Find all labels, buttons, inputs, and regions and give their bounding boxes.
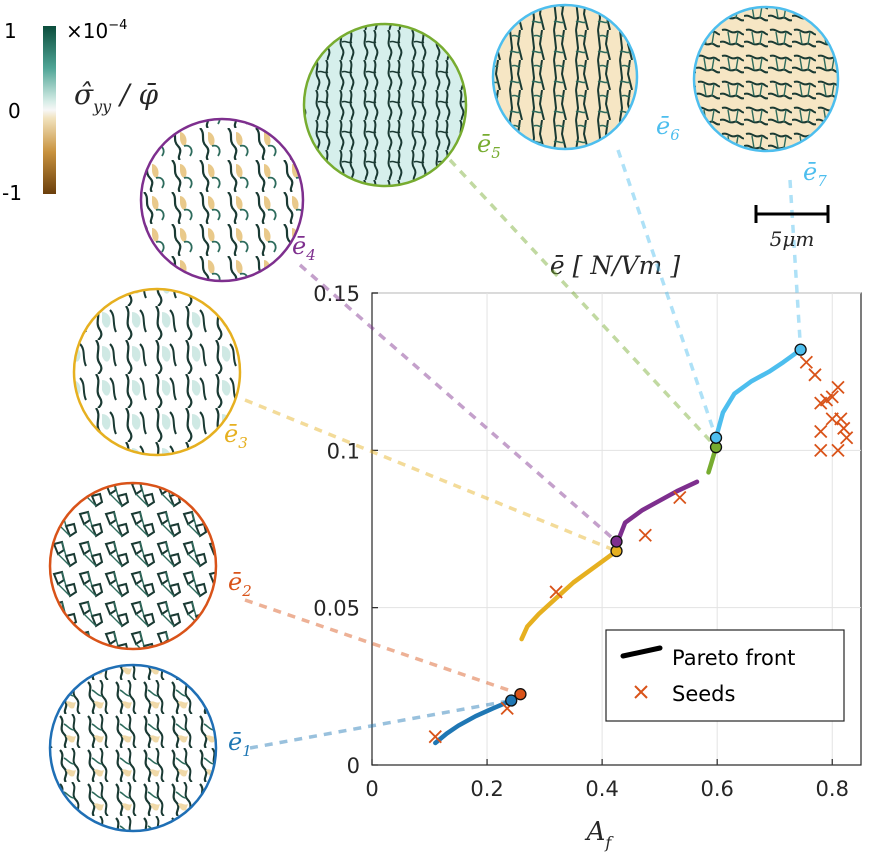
inset-circle [139, 117, 305, 283]
leader-line-2 [244, 598, 521, 696]
scale-bar: 5μm [754, 205, 830, 251]
leader-line-7 [788, 179, 803, 350]
inset-e3: ē3 [72, 287, 248, 457]
seed-marker [814, 424, 828, 439]
seed-marker [638, 528, 652, 542]
inset-circle [72, 287, 242, 457]
legend-line-swatch [620, 645, 663, 659]
seed-marker [799, 355, 813, 369]
pareto-segment-e3 [519, 548, 619, 642]
highlight-point-e1 [505, 694, 518, 707]
y-tick-label: 0.1 [327, 439, 360, 463]
seed-marker [831, 380, 845, 395]
leader-line-5 [448, 158, 718, 449]
seed-marker [814, 443, 828, 457]
highlight-point-e7 [794, 343, 807, 356]
leader-line-6 [616, 149, 718, 439]
inset-label: ē1 [228, 728, 252, 760]
gridlines [372, 292, 861, 765]
seed-marker [839, 431, 854, 445]
inset-e4: ē4 [139, 117, 316, 283]
x-tick-label: 0.4 [585, 777, 618, 801]
legend-label-seeds: Seeds [672, 682, 735, 706]
highlight-point-e6 [709, 431, 723, 444]
inset-e5: ē5 [302, 22, 501, 188]
inset-circle [692, 5, 840, 153]
y-axis-ticks: 0 0.05 0.1 0.15 [313, 282, 378, 778]
seed-marker [549, 585, 563, 599]
inset-circle [491, 3, 639, 151]
inset-circle [48, 663, 218, 833]
inset-e1: ē1 [48, 663, 252, 833]
colorbar-scale: ×10−4 [66, 18, 127, 43]
x-tick-label: 0.2 [470, 777, 503, 801]
colorbar-label: σ̂yy / φ̄ [74, 78, 158, 116]
leader-line-3 [244, 398, 618, 553]
seed-markers [428, 355, 854, 744]
seed-marker [825, 390, 839, 404]
colorbar-tick-bottom: -1 [2, 181, 22, 205]
highlight-point-e2 [514, 688, 527, 701]
pareto-segment-e4 [614, 479, 700, 547]
legend-seed-swatch [634, 685, 648, 699]
y-axis-label: ē [ N/Vm ] [550, 251, 680, 280]
x-tick-label: 0.8 [816, 777, 849, 801]
pareto-segment-e1 [433, 698, 513, 746]
x-tick-label: 0 [365, 777, 378, 801]
inset-leader-lines [244, 149, 803, 750]
x-axis-label: Af [585, 817, 615, 852]
inset-label: ē3 [224, 420, 248, 452]
inset-label: ē7 [803, 158, 827, 190]
colorbar: 1 0 -1 ×10−4 σ̂yy / φ̄ [2, 18, 158, 205]
leader-line-4 [298, 263, 618, 543]
inset-e7: ē7 [692, 5, 840, 190]
inset-e6: ē6 [491, 3, 680, 151]
inset-circle [302, 22, 468, 188]
highlighted-points [505, 343, 807, 707]
seed-marker [673, 490, 687, 505]
inset-label: ē5 [477, 130, 501, 162]
legend: Pareto front Seeds [605, 629, 845, 722]
x-tick-label: 0.6 [700, 777, 733, 801]
inset-e2: ē2 [48, 481, 252, 651]
seed-marker [428, 730, 442, 744]
highlight-point-e4 [610, 535, 623, 548]
x-axis-ticks: 0 0.2 0.4 0.6 0.8 [365, 759, 849, 801]
pareto-front-curves [433, 347, 803, 746]
colorbar-tick-mid: 0 [8, 99, 21, 123]
inset-label: ē6 [656, 112, 680, 144]
legend-box [605, 629, 845, 722]
inset-circle [48, 481, 218, 651]
inset-microstructures: ē1 ē2 ē3 ē4 ē5 ē6 ē7 [48, 3, 840, 833]
y-tick-label: 0.15 [313, 282, 360, 306]
legend-label-pareto: Pareto front [672, 646, 795, 670]
pareto-segment-e6e7 [713, 347, 803, 440]
colorbar-gradient [43, 26, 56, 194]
axes: 0 0.2 0.4 0.6 0.8 0 0.05 0.1 0.15 [313, 282, 862, 801]
seed-marker [831, 443, 845, 457]
y-tick-label: 0 [347, 754, 360, 778]
seed-marker [825, 412, 839, 426]
scale-bar-label: 5μm [770, 227, 815, 251]
seed-marker [837, 421, 851, 435]
inset-label: ē2 [228, 568, 252, 600]
y-tick-label: 0.05 [313, 597, 360, 621]
seed-marker [808, 368, 822, 382]
colorbar-tick-top: 1 [4, 19, 17, 43]
inset-label: ē4 [292, 232, 316, 264]
